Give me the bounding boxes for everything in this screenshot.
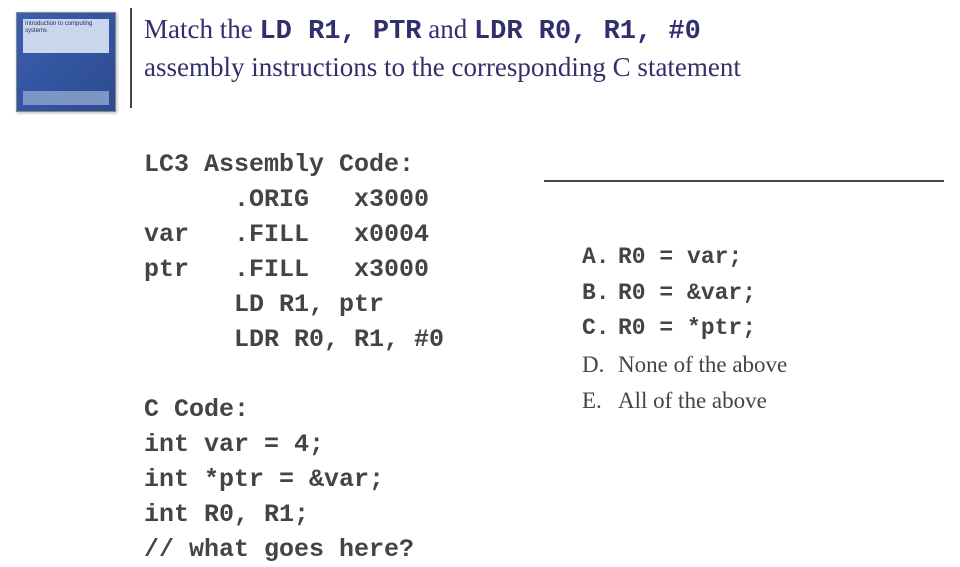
answer-d-letter: D. xyxy=(582,347,618,383)
asm-l4: LD R1, ptr xyxy=(144,290,384,319)
c-l4: // what goes here? xyxy=(144,535,414,564)
title-text-mid: and xyxy=(422,14,474,44)
answer-e-text: All of the above xyxy=(618,383,767,419)
answer-b-letter: B. xyxy=(582,276,618,312)
title-code-1: LD R1, PTR xyxy=(259,17,421,47)
textbook-thumbnail: Introduction to computing systems xyxy=(16,12,116,112)
asm-header: LC3 Assembly Code: xyxy=(144,150,414,179)
answer-d-text: None of the above xyxy=(618,347,787,383)
answer-d: D. None of the above xyxy=(582,347,787,383)
answer-a-letter: A. xyxy=(582,240,618,276)
c-header: C Code: xyxy=(144,395,249,424)
c-l3: int R0, R1; xyxy=(144,500,309,529)
asm-l3: ptr .FILL x3000 xyxy=(144,255,429,284)
code-block: LC3 Assembly Code: .ORIG x3000 var .FILL… xyxy=(144,112,444,567)
answer-c-letter: C. xyxy=(582,311,618,347)
title-text-1: Match the xyxy=(144,14,259,44)
textbook-label: Introduction to computing systems xyxy=(25,21,115,35)
answer-a: A. R0 = var; xyxy=(582,240,787,276)
title-text-2: assembly instructions to the correspondi… xyxy=(144,52,741,82)
slide-title: Match the LD R1, PTR and LDR R0, R1, #0 … xyxy=(144,12,948,85)
answer-b: B. R0 = &var; xyxy=(582,276,787,312)
answer-e: E. All of the above xyxy=(582,383,787,419)
answer-c: C. R0 = *ptr; xyxy=(582,311,787,347)
answer-list: A. R0 = var; B. R0 = &var; C. R0 = *ptr;… xyxy=(582,240,787,418)
answer-a-code: R0 = var; xyxy=(618,240,742,276)
title-code-2: LDR R0, R1, #0 xyxy=(474,17,701,47)
answer-c-code: R0 = *ptr; xyxy=(618,311,756,347)
answer-e-letter: E. xyxy=(582,383,618,419)
answers-divider xyxy=(544,180,944,182)
answer-b-code: R0 = &var; xyxy=(618,276,756,312)
asm-l2: var .FILL x0004 xyxy=(144,220,429,249)
asm-l5: LDR R0, R1, #0 xyxy=(144,325,444,354)
asm-l1: .ORIG x3000 xyxy=(144,185,429,214)
c-l2: int *ptr = &var; xyxy=(144,465,384,494)
title-divider xyxy=(130,8,132,108)
c-l1: int var = 4; xyxy=(144,430,324,459)
